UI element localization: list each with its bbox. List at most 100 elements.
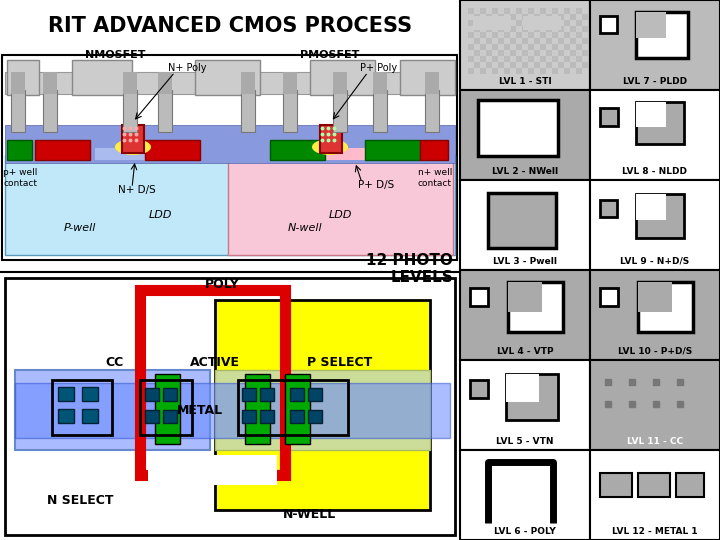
Bar [576,56,582,62]
Bar [523,16,561,30]
Bar [576,68,582,74]
Text: LVL 3 - Pwell: LVL 3 - Pwell [493,256,557,266]
Bar [638,282,693,332]
Bar [582,50,588,56]
Bar [516,20,522,26]
Bar [52,380,112,435]
Bar [600,473,632,497]
Text: LDD: LDD [328,210,352,220]
Bar [468,32,474,38]
Bar [570,50,576,56]
Bar [460,450,590,540]
Bar [576,20,582,26]
Bar [290,410,304,423]
Bar [564,8,570,14]
Bar [420,140,448,160]
Bar [5,155,455,255]
Bar [2,55,457,260]
Bar [43,72,57,94]
Text: LVL 2 - NWell: LVL 2 - NWell [492,166,558,176]
Bar [215,370,430,450]
Text: n+ well
contact: n+ well contact [418,168,452,188]
Bar [638,282,672,312]
Bar [468,68,474,74]
Bar [590,180,720,270]
Bar [504,56,510,62]
Bar [570,14,576,20]
Bar [480,44,486,50]
Bar [158,72,172,94]
Bar [35,140,90,160]
Bar [590,90,720,180]
Bar [373,72,387,94]
Bar [11,90,25,132]
Bar [506,374,539,402]
Bar [558,26,564,32]
Bar [123,90,137,132]
Bar [504,20,510,26]
Text: LVL 12 - METAL 1: LVL 12 - METAL 1 [612,526,698,536]
Bar [558,14,564,20]
Bar [242,388,256,401]
Bar [373,90,387,132]
Text: LVL 10 - P+D/S: LVL 10 - P+D/S [618,347,692,355]
Bar [508,282,542,312]
Bar [460,90,590,180]
Bar [510,14,516,20]
Bar [534,50,540,56]
Bar [504,8,510,14]
Bar [600,200,617,217]
Bar [540,56,546,62]
Ellipse shape [115,139,151,155]
Bar [570,26,576,32]
Bar [516,32,522,38]
Bar [425,90,439,132]
Bar [506,374,558,420]
Bar [5,278,455,535]
Bar [528,20,534,26]
Text: LVL 1 - STI: LVL 1 - STI [499,77,552,85]
Bar [546,50,552,56]
Bar [7,140,32,160]
Bar [546,26,552,32]
Bar [636,194,666,220]
Bar [283,90,297,132]
Bar [478,100,558,156]
Bar [238,380,348,435]
Bar [600,288,618,306]
Bar [590,450,720,540]
Text: LVL 8 - NLDD: LVL 8 - NLDD [623,166,688,176]
Bar [528,44,534,50]
Bar [486,62,492,68]
Bar [636,102,684,144]
Bar [492,68,498,74]
Bar [5,72,455,94]
Bar [460,360,590,450]
Bar [123,72,137,94]
Bar [558,50,564,56]
Bar [195,60,260,95]
Bar [516,68,522,74]
Bar [148,455,277,485]
Bar [590,360,720,450]
Bar [425,72,439,94]
Bar [58,409,74,423]
Bar [486,50,492,56]
Bar [43,90,57,132]
Bar [486,14,492,20]
Bar [241,72,255,94]
Bar [516,8,522,14]
Bar [528,8,534,14]
Bar [540,20,546,26]
Bar [474,38,480,44]
Text: METAL: METAL [177,403,223,416]
Bar [492,8,498,14]
Text: N-WELL: N-WELL [284,509,337,522]
Text: LVL 11 - CC: LVL 11 - CC [627,436,683,446]
Bar [140,380,192,435]
Bar [460,270,590,360]
Bar [636,194,684,238]
Bar [676,473,704,497]
Bar [528,56,534,62]
Text: P SELECT: P SELECT [307,355,373,368]
